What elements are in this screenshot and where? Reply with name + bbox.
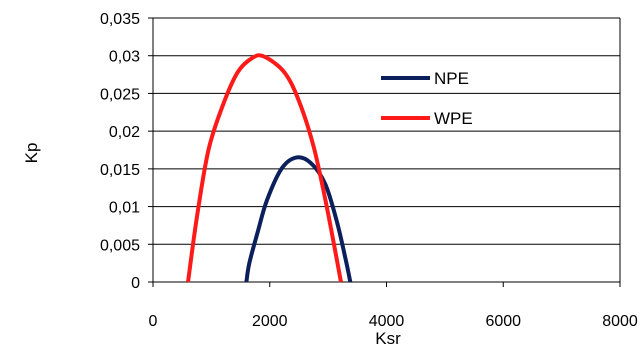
y-tick-label: 0,01 — [109, 200, 140, 217]
series-line-wpe — [186, 53, 343, 283]
y-tick-label: 0,005 — [100, 237, 140, 254]
x-axis-ticks: 0 2000 4000 6000 8000 — [149, 282, 638, 330]
y-axis-title: Kp — [22, 143, 41, 164]
x-axis-title: Ksr — [375, 329, 401, 348]
series-lines — [186, 53, 353, 283]
y-tick-label: 0,015 — [100, 162, 140, 179]
series-line-npe — [244, 155, 353, 283]
legend-label-wpe: WPE — [434, 109, 473, 128]
x-tick-label: 4000 — [369, 313, 405, 330]
y-tick-label: 0,02 — [109, 124, 140, 141]
y-axis-ticks: 0 0,005 0,01 0,015 0,02 0,025 0,03 0,035 — [100, 11, 153, 292]
y-tick-label: 0,035 — [100, 11, 140, 28]
x-tick-label: 2000 — [252, 313, 288, 330]
x-tick-label: 0 — [149, 313, 158, 330]
gridlines — [153, 17, 620, 245]
x-tick-label: 8000 — [602, 313, 638, 330]
x-tick-label: 6000 — [485, 313, 521, 330]
y-tick-label: 0,025 — [100, 86, 140, 103]
legend-label-npe: NPE — [434, 69, 469, 88]
legend: NPE WPE — [381, 69, 473, 128]
y-tick-label: 0 — [131, 275, 140, 292]
y-tick-label: 0,03 — [109, 49, 140, 66]
plot-border — [152, 18, 621, 283]
